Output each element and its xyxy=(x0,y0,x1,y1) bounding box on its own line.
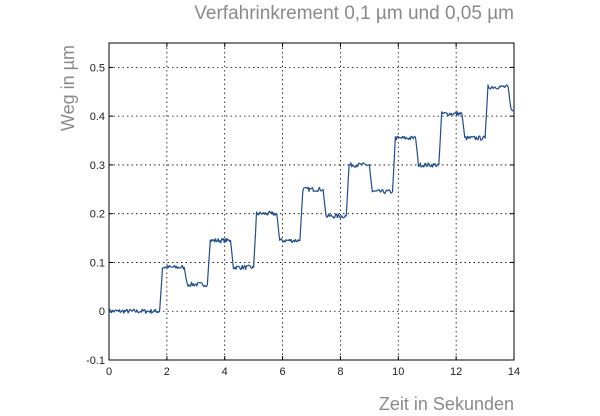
x-tick-label: 12 xyxy=(450,366,462,378)
y-tick-label: 0.5 xyxy=(90,62,105,74)
series-group xyxy=(108,84,515,314)
series-line xyxy=(108,84,515,314)
grid xyxy=(109,43,514,361)
x-tick-label: 8 xyxy=(337,366,343,378)
y-tick-label: -0.1 xyxy=(86,355,105,367)
x-tick-label: 6 xyxy=(280,366,286,378)
y-tick-label: 0.3 xyxy=(90,160,105,172)
x-tick-label: 10 xyxy=(392,366,404,378)
x-tick-label: 14 xyxy=(508,366,520,378)
y-axis-label: Weg in µm xyxy=(58,45,78,131)
chart-title: Verfahrinkrement 0,1 µm und 0,05 µm xyxy=(194,3,514,24)
x-tick-label: 2 xyxy=(164,366,170,378)
y-tick-label: 0.2 xyxy=(90,209,105,221)
y-tick-label: 0 xyxy=(99,306,105,318)
y-tick-label: 0.4 xyxy=(90,111,105,123)
x-tick-label: 4 xyxy=(222,366,228,378)
plot-frame xyxy=(108,42,515,361)
axis-ticks: 0 2 4 6 8 10 12 14-0.100.10.20.30.40.5 xyxy=(86,43,520,378)
x-tick-label: 0 xyxy=(106,366,112,378)
y-tick-label: 0.1 xyxy=(90,257,105,269)
x-axis-label: Zeit in Sekunden xyxy=(379,394,514,414)
